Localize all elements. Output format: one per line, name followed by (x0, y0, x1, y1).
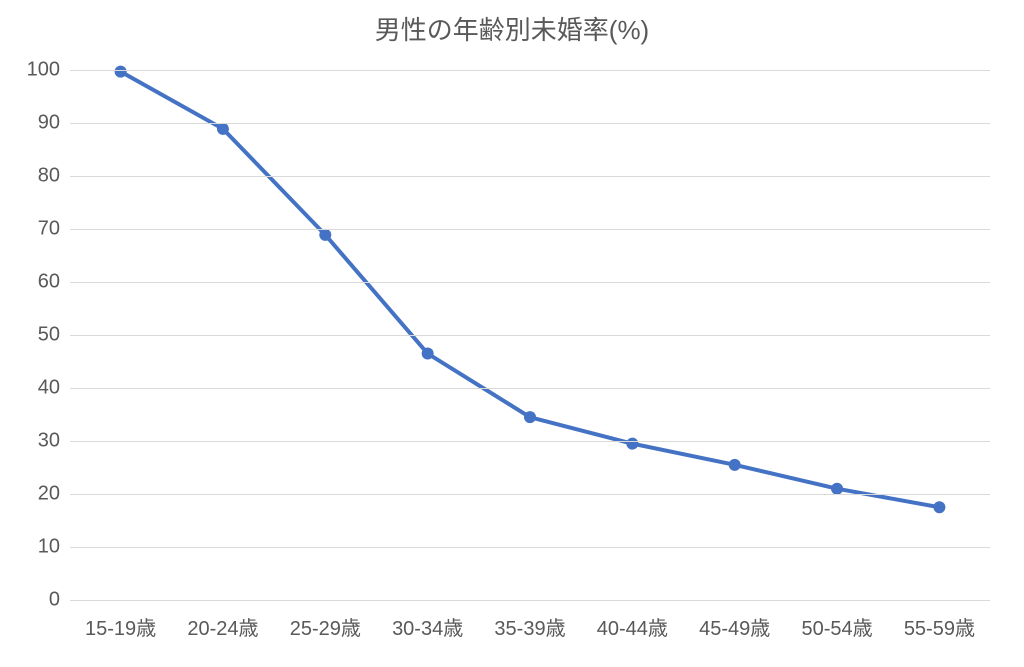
data-point (217, 123, 229, 135)
x-tick-label: 15-19歳 (85, 612, 156, 641)
gridline (70, 70, 990, 71)
gridline (70, 547, 990, 548)
x-tick-label: 50-54歳 (801, 612, 872, 641)
y-tick-label: 60 (38, 271, 60, 294)
x-tick-label: 20-24歳 (187, 612, 258, 641)
data-point (422, 348, 434, 360)
gridline (70, 441, 990, 442)
gridline (70, 600, 990, 601)
gridline (70, 335, 990, 336)
y-tick-label: 90 (38, 112, 60, 135)
y-tick-label: 70 (38, 218, 60, 241)
plot-area: 010203040506070809010015-19歳20-24歳25-29歳… (70, 70, 990, 600)
x-tick-label: 35-39歳 (494, 612, 565, 641)
y-tick-label: 100 (27, 59, 60, 82)
gridline (70, 229, 990, 230)
data-point (626, 438, 638, 450)
y-tick-label: 0 (49, 589, 60, 612)
gridline (70, 176, 990, 177)
data-point (524, 411, 536, 423)
data-point (831, 483, 843, 495)
x-tick-label: 25-29歳 (290, 612, 361, 641)
chart-title: 男性の年齢別未婚率(%) (0, 10, 1024, 47)
y-tick-label: 50 (38, 324, 60, 347)
y-tick-label: 10 (38, 536, 60, 559)
data-point (933, 501, 945, 513)
chart-container: 男性の年齢別未婚率(%) 010203040506070809010015-19… (0, 0, 1024, 667)
x-tick-label: 45-49歳 (699, 612, 770, 641)
y-tick-label: 40 (38, 377, 60, 400)
gridline (70, 282, 990, 283)
gridline (70, 123, 990, 124)
data-point (115, 66, 127, 78)
y-tick-label: 20 (38, 483, 60, 506)
x-tick-label: 40-44歳 (597, 612, 668, 641)
x-tick-label: 55-59歳 (904, 612, 975, 641)
gridline (70, 388, 990, 389)
x-tick-label: 30-34歳 (392, 612, 463, 641)
data-point (319, 229, 331, 241)
gridline (70, 494, 990, 495)
y-tick-label: 80 (38, 165, 60, 188)
y-tick-label: 30 (38, 430, 60, 453)
data-point (729, 459, 741, 471)
